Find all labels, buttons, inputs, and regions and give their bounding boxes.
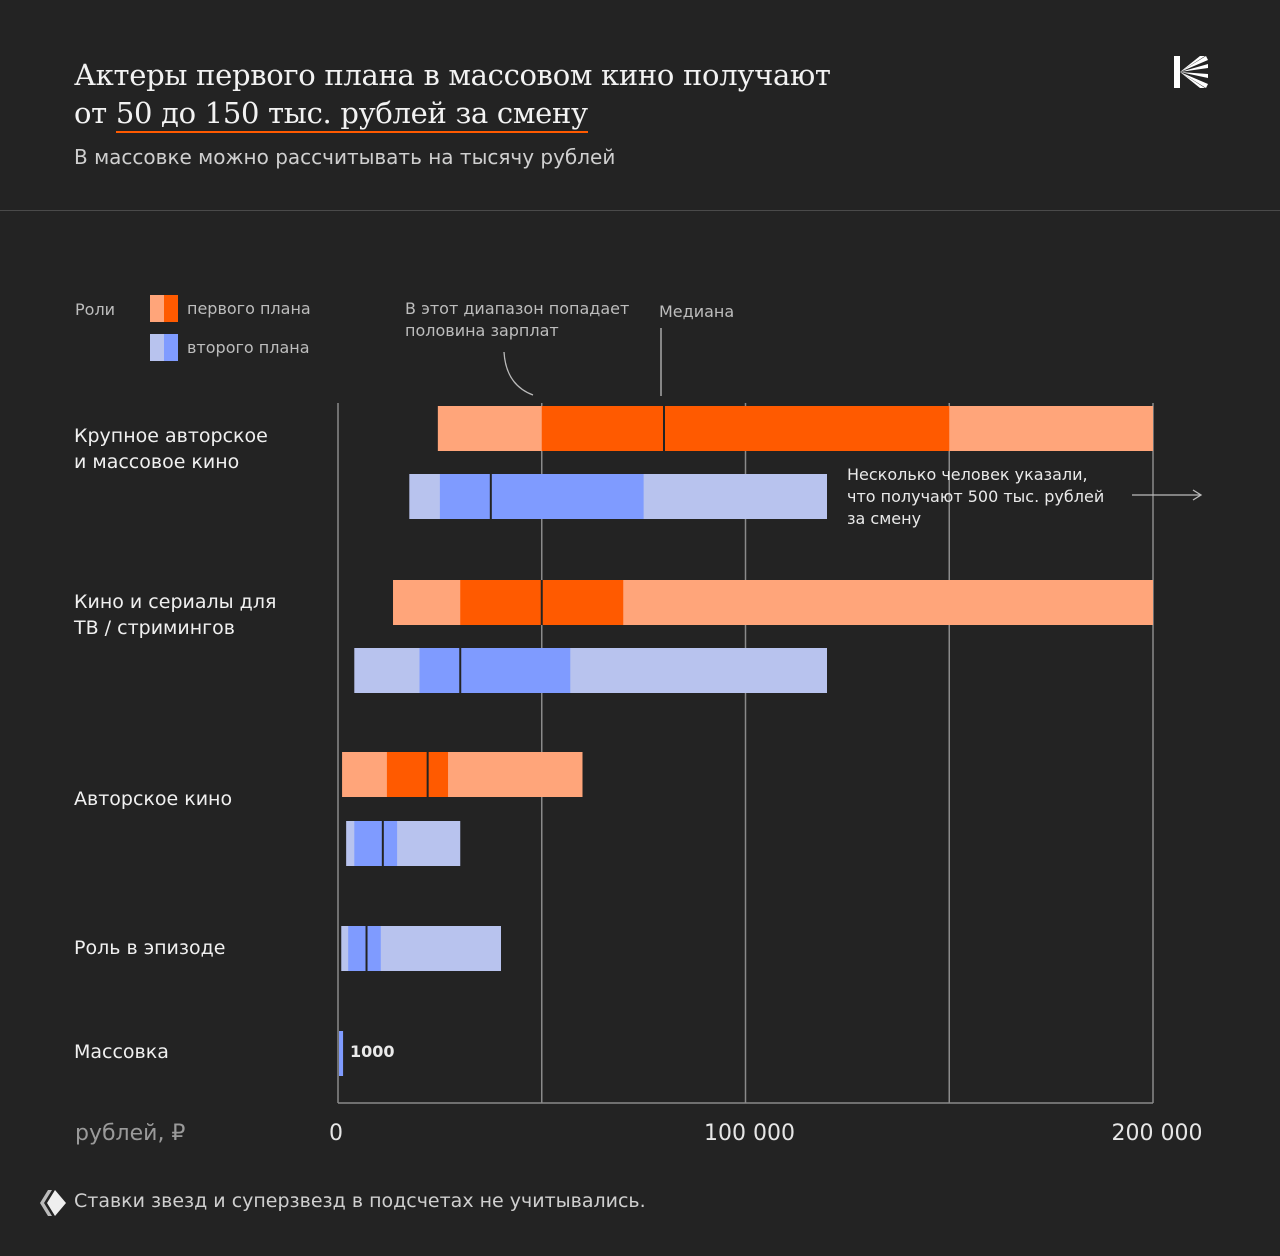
title-highlight: 50 до 150 тыс. рублей за смену [115, 96, 588, 133]
iqr-annotation-line2: половина зарплат [405, 321, 559, 340]
category-label: Роль в эпизоде [74, 937, 225, 959]
title-prefix: от [74, 96, 116, 130]
category-label: и массовое кино [74, 451, 239, 473]
iqr-annotation-line1: В этот диапазон попадает [405, 299, 629, 318]
footer-note: Ставки звезд и суперзвезд в подсчетах не… [74, 1190, 646, 1212]
category-label: ТВ / стримингов [73, 617, 235, 639]
chart-title: Актеры первого плана в массовом кино пол… [74, 56, 831, 133]
support-iqr-bar [354, 821, 398, 866]
legend-label: второго плана [187, 338, 310, 357]
lead-iqr-bar [541, 406, 950, 451]
lead-iqr-bar [386, 752, 449, 797]
x-tick-label: 200 000 [1112, 1121, 1203, 1146]
iqr-annotation-pointer [503, 351, 534, 396]
support-iqr-bar [419, 648, 571, 693]
category-label: Кино и сериалы для [74, 591, 276, 613]
diamond-logo-icon [40, 1190, 66, 1216]
legend-label: первого плана [187, 299, 311, 318]
legend-swatch-light [150, 334, 164, 361]
support-value-label: 1000 [350, 1042, 395, 1061]
support-iqr-bar [439, 474, 644, 519]
legend-swatch-dark [164, 295, 178, 322]
title-line-2: от 50 до 150 тыс. рублей за смену [74, 94, 831, 133]
arrow-right-icon [1192, 489, 1203, 501]
support-iqr-bar [348, 926, 381, 971]
category-label: Авторское кино [74, 788, 232, 810]
outlier-annotation-line: Несколько человек указали, [847, 465, 1088, 484]
lead-range-bar [342, 752, 583, 797]
x-tick-label: 0 [329, 1121, 343, 1146]
brand-logo-icon [1174, 56, 1208, 88]
legend-swatch-light [150, 295, 164, 322]
median-annotation: Медиана [659, 302, 734, 321]
outlier-annotation-line: за смену [847, 509, 921, 528]
title-line-1: Актеры первого плана в массовом кино пол… [74, 58, 831, 92]
support-value-bar [339, 1031, 344, 1076]
category-label: Крупное авторское [74, 425, 268, 447]
x-axis-label: рублей, ₽ [75, 1121, 185, 1146]
header-divider [0, 210, 1280, 211]
legend-swatch-dark [164, 334, 178, 361]
legend-title: Роли [75, 300, 115, 319]
category-label: Массовка [74, 1041, 169, 1063]
outlier-annotation-line: что получают 500 тыс. рублей [847, 487, 1104, 506]
chart-subtitle: В массовке можно рассчитывать на тысячу … [74, 145, 616, 169]
x-tick-label: 100 000 [704, 1121, 795, 1146]
